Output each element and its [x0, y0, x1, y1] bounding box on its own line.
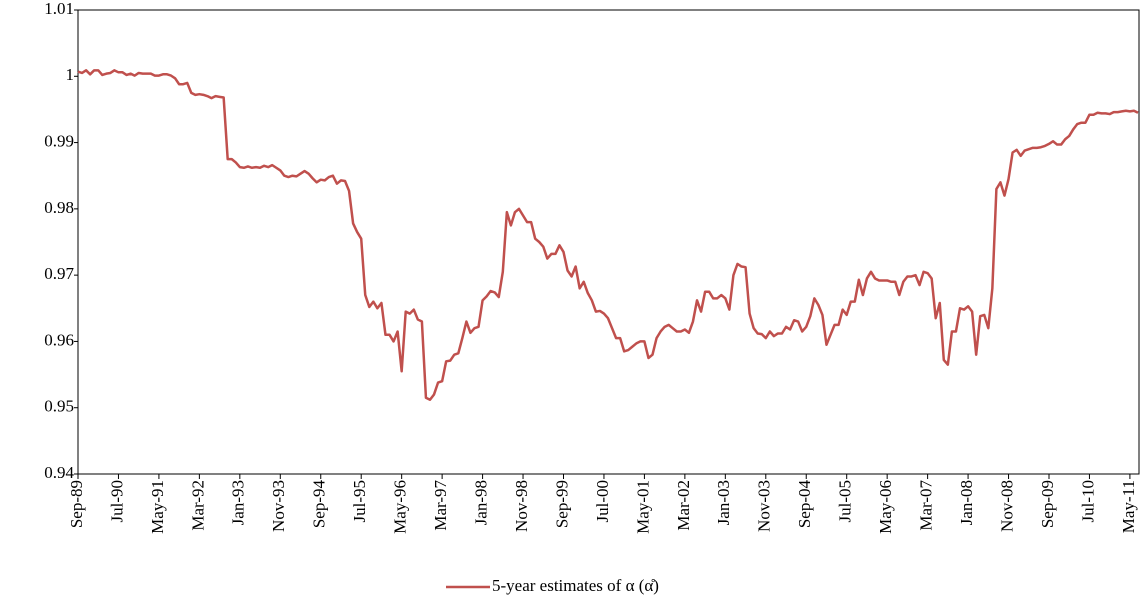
- y-tick-label: 0.97: [44, 264, 74, 283]
- x-tick-label: Nov-08: [997, 480, 1016, 532]
- x-tick-label: Jan-08: [957, 480, 976, 525]
- x-tick-label: Jul-10: [1078, 480, 1097, 523]
- x-tick-label: Jan-98: [471, 480, 490, 525]
- x-tick-label: Jan-93: [229, 480, 248, 525]
- x-tick-label: Jul-95: [350, 480, 369, 523]
- plot-frame: [77, 9, 1140, 475]
- x-tick-label: Sep-94: [310, 480, 329, 529]
- x-tick-label: May-01: [633, 480, 652, 534]
- y-tick-label: 0.98: [44, 198, 74, 217]
- x-tick-label: May-06: [876, 480, 895, 534]
- legend-label: 5-year estimates of α (α̊): [492, 576, 659, 595]
- x-tick-label: Jul-90: [107, 480, 126, 523]
- x-tick-label: Sep-99: [552, 480, 571, 528]
- y-tick-label: 0.99: [44, 131, 74, 150]
- data-line: [77, 69, 1139, 402]
- y-tick-label: 0.95: [44, 397, 74, 416]
- x-tick-label: Jul-05: [836, 480, 855, 523]
- x-tick-label: Mar-92: [188, 480, 207, 531]
- x-tick-label: Nov-03: [755, 480, 774, 532]
- x-tick-label: Sep-09: [1038, 480, 1057, 528]
- x-tick-label: Nov-98: [512, 480, 531, 532]
- x-tick-label: Jan-03: [714, 480, 733, 525]
- x-tick-label: May-11: [1119, 480, 1138, 533]
- y-tick-label: 0.96: [44, 330, 74, 349]
- y-tick-label: 0.94: [44, 463, 74, 482]
- x-tick-label: Nov-93: [269, 480, 288, 532]
- y-tick-label: 1: [66, 65, 75, 84]
- y-tick-label: 1.01: [44, 0, 74, 18]
- x-tick-label: May-91: [148, 480, 167, 534]
- x-tick-label: Mar-02: [674, 480, 693, 531]
- x-tick-label: May-96: [391, 480, 410, 534]
- x-tick-label: Mar-97: [431, 480, 450, 531]
- x-tick-label: Sep-04: [795, 480, 814, 529]
- x-tick-label: Jul-00: [593, 480, 612, 523]
- x-tick-label: Mar-07: [917, 480, 936, 531]
- x-tick-label: Sep-89: [67, 480, 86, 528]
